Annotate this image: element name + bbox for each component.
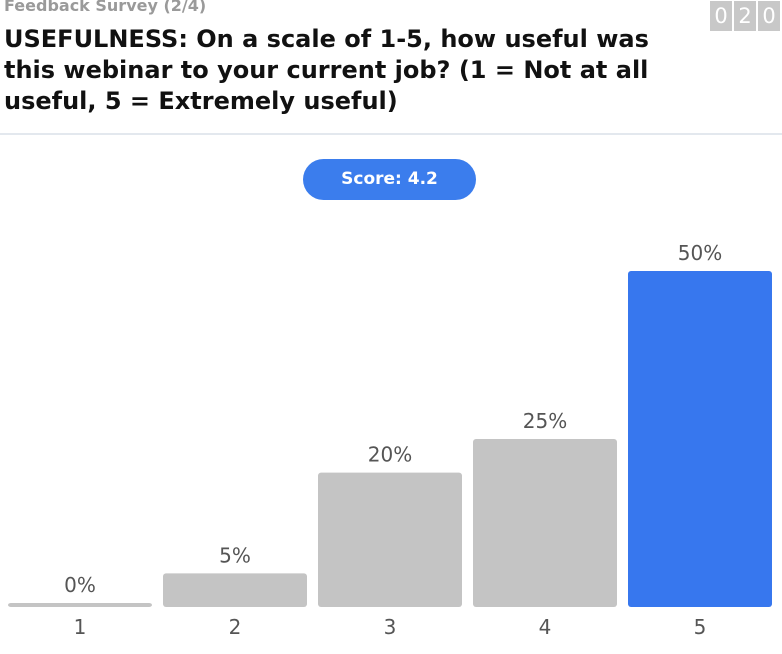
response-counter: 0 2 0: [710, 1, 780, 31]
x-tick-label: 2: [229, 615, 242, 639]
bar-value-label: 5%: [219, 543, 251, 567]
bar-3: [318, 472, 462, 607]
header-divider: [0, 133, 782, 135]
x-tick-label: 3: [384, 615, 397, 639]
bar-4: [473, 439, 617, 607]
bar-value-label: 25%: [523, 409, 567, 433]
x-tick-label: 5: [694, 615, 707, 639]
survey-progress-label: Feedback Survey (2/4): [4, 0, 207, 15]
bar-value-label: 20%: [368, 443, 412, 467]
score-badge: Score: 4.2: [303, 159, 476, 200]
bar-2: [163, 573, 307, 607]
x-tick-label: 1: [74, 615, 87, 639]
bar-value-label: 50%: [678, 241, 722, 265]
bar-1: [8, 603, 152, 607]
counter-digit: 0: [758, 1, 780, 31]
bar-value-label: 0%: [64, 573, 96, 597]
question-title: USEFULNESS: On a scale of 1-5, how usefu…: [4, 25, 649, 115]
bar-5: [628, 271, 772, 607]
counter-digit: 0: [710, 1, 732, 31]
x-tick-label: 4: [539, 615, 552, 639]
counter-digit: 2: [734, 1, 756, 31]
